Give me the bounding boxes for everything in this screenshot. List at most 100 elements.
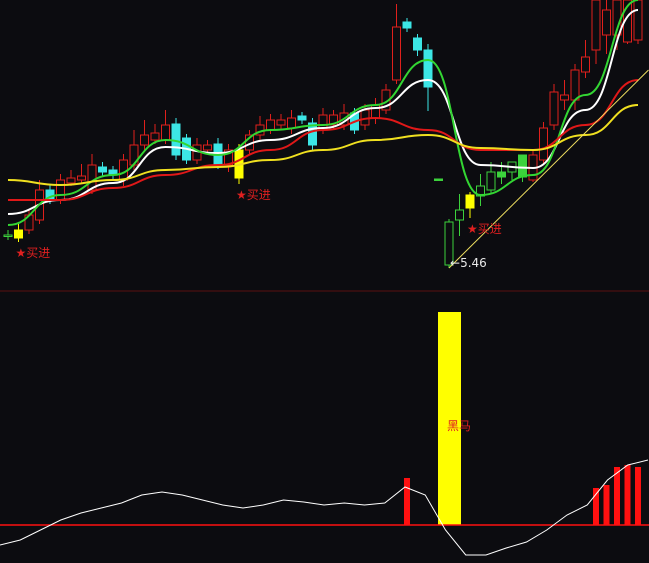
candle: [255, 116, 265, 140]
candle-body: [14, 229, 23, 239]
candle: [602, 0, 611, 54]
buy-signal: ★买进: [467, 220, 502, 237]
candle: [581, 40, 590, 78]
star-icon: ★: [15, 246, 27, 260]
buy-text: 买进: [477, 222, 502, 236]
candle-body: [266, 119, 275, 131]
oscillator-line: [0, 459, 649, 556]
candle-body: [549, 91, 559, 126]
candle-body: [623, 0, 632, 43]
candle: [392, 4, 401, 84]
candle: [413, 34, 422, 56]
candle: [98, 162, 107, 176]
candle: [486, 162, 496, 194]
candle: [276, 114, 286, 130]
candle-body: [3, 234, 13, 237]
candle: [297, 112, 307, 124]
candle-body: [497, 171, 506, 178]
candle-body: [465, 194, 475, 209]
candle: [77, 164, 86, 184]
candle-body: [633, 0, 643, 41]
buy-text: 买进: [26, 246, 51, 260]
candle: [140, 120, 149, 150]
red-bar: [614, 467, 620, 525]
candle: [171, 118, 181, 160]
signal-bar-label: 黑马: [447, 418, 472, 433]
candle-body: [98, 166, 107, 173]
candle: [14, 224, 23, 242]
candle: [308, 118, 317, 150]
red-bar: [635, 467, 641, 525]
buy-signal: ★买进: [16, 244, 51, 261]
candle: [108, 166, 118, 180]
candle: [434, 178, 443, 181]
candle: [539, 122, 548, 164]
moving-average-line: [7, 104, 639, 187]
candle: [423, 44, 433, 111]
candle-body: [591, 0, 601, 51]
candle-body: [455, 209, 464, 221]
candle-body: [77, 175, 86, 181]
red-bar: [603, 485, 610, 525]
candle-body: [287, 117, 296, 129]
candle-body: [392, 26, 401, 81]
candle: [224, 144, 233, 172]
trend-line: [448, 69, 649, 269]
red-bar: [593, 488, 599, 525]
candle: [455, 194, 464, 236]
candle-body: [570, 69, 580, 101]
candle-body: [518, 154, 527, 178]
candle: [3, 230, 13, 240]
red-bar: [404, 478, 410, 525]
candle-body: [150, 132, 160, 141]
candle-body: [402, 21, 412, 29]
candle-body: [276, 119, 286, 126]
candle-body: [308, 122, 317, 146]
candle-body: [581, 56, 590, 73]
candle: [507, 161, 517, 180]
candle: [560, 80, 569, 110]
indicator-layer: [0, 312, 649, 556]
moving-average-line: [7, 0, 639, 226]
candle: [528, 150, 538, 182]
candle-body: [203, 144, 212, 151]
candle-body: [140, 134, 149, 146]
candle-body: [56, 179, 65, 201]
candle-body: [423, 49, 433, 88]
low-price-text: 5.46: [460, 256, 487, 270]
arrow-left-icon: ←: [450, 256, 461, 270]
candle: [465, 192, 475, 218]
star-icon: ★: [236, 188, 247, 202]
star-icon: ★: [467, 222, 478, 236]
candle-body: [560, 94, 569, 101]
signal-bar: [438, 312, 461, 525]
candle-body: [329, 114, 338, 126]
candle-body: [161, 124, 170, 141]
low-price-label: ←5.46: [450, 256, 487, 270]
trend-line-layer: [448, 69, 649, 269]
candle: [161, 110, 170, 144]
candle: [633, 0, 643, 44]
moving-averages-layer: [7, 0, 639, 226]
candle-body: [602, 9, 611, 36]
candle: [287, 110, 296, 134]
candle-body: [444, 221, 454, 266]
candle: [66, 170, 76, 186]
candle-body: [434, 178, 443, 181]
red-bar: [624, 465, 631, 525]
candle-body: [413, 37, 422, 51]
candle-body: [539, 127, 548, 161]
candle: [150, 124, 160, 144]
candle: [476, 174, 485, 206]
candle: [591, 0, 601, 64]
candle: [444, 219, 454, 268]
candle-body: [66, 177, 76, 184]
buy-signal: ★买进: [236, 186, 271, 203]
candle: [371, 98, 380, 124]
candle: [402, 18, 412, 32]
buy-text: 买进: [246, 188, 271, 202]
candle-body: [297, 115, 307, 121]
candles-layer: [3, 0, 643, 268]
